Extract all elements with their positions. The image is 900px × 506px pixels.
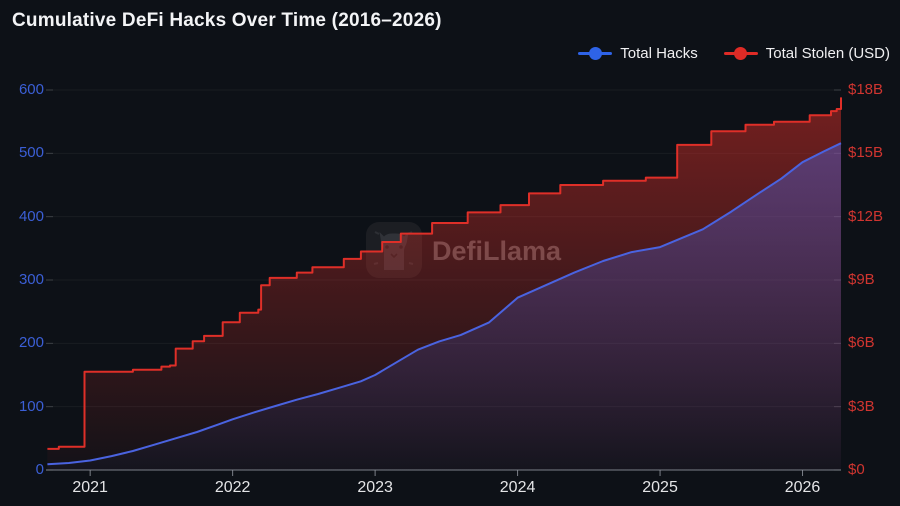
y-axis-right-tick-label: $9B	[848, 271, 875, 288]
y-axis-right-tick-label: $3B	[848, 397, 875, 415]
total-hacks-marker-icon	[578, 47, 613, 61]
y-axis-right-tick-label: $0	[848, 461, 865, 478]
y-axis-right-tick-label: $6B	[848, 334, 875, 352]
series-area-total-hacks	[47, 143, 841, 470]
y-axis-right-tick-label: $12B	[848, 207, 884, 225]
total-stolen-marker-icon	[723, 47, 758, 61]
x-axis-tick-label: 2023	[357, 479, 393, 496]
legend-item-total-stolen[interactable]: Total Stolen (USD)	[723, 45, 890, 62]
y-axis-left-tick-label: 300	[18, 271, 44, 288]
legend: Total Hacks Total Stolen (USD)	[578, 45, 890, 62]
y-axis-left-tick-label: 400	[18, 207, 44, 225]
data-series	[47, 97, 842, 471]
legend-label: Total Hacks	[620, 45, 698, 62]
x-axis-tick-label: 2025	[642, 479, 678, 496]
series-line-total-stolen	[47, 97, 842, 450]
axis-lines-and-ticks	[46, 469, 841, 476]
y-axis-left-tick-label: 100	[18, 397, 44, 415]
x-axis-tick-label: 2022	[214, 479, 251, 496]
y-axis-right-tick-label: $15B	[848, 144, 884, 162]
y-axis-left-tick-label: 500	[18, 144, 44, 162]
x-axis-tick-label: 2021	[72, 479, 108, 496]
y-axis-left-tick-label: 200	[18, 334, 44, 352]
y-axis-left-tick-label: 600	[18, 81, 44, 98]
x-axis-tick-label: 2024	[499, 479, 536, 496]
y-axis-right-tick-label: $18B	[848, 81, 884, 98]
legend-label: Total Stolen (USD)	[765, 45, 890, 62]
y-axis-left-tick-label: 0	[35, 461, 44, 478]
x-axis-tick-label: 2026	[784, 479, 821, 496]
series-line-total-hacks	[47, 142, 842, 466]
chart-title: Cumulative DeFi Hacks Over Time (2016–20…	[12, 10, 442, 31]
legend-item-total-hacks[interactable]: Total Hacks	[578, 45, 698, 62]
